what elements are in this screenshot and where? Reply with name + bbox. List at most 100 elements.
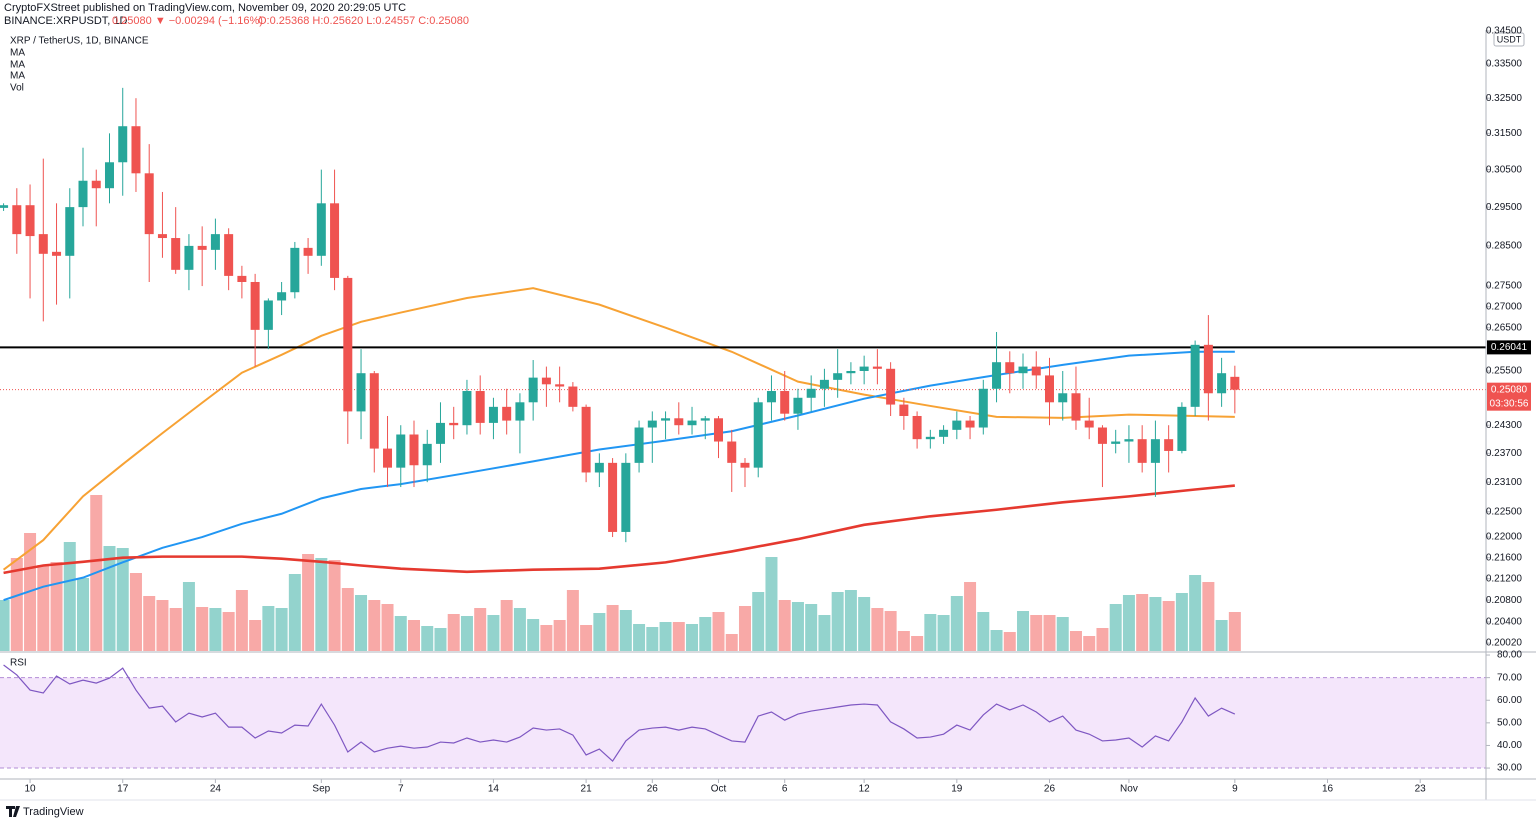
candle-body — [356, 373, 366, 412]
rsi-label: RSI — [10, 658, 27, 669]
volume-bar — [262, 606, 275, 651]
candle-body — [171, 238, 181, 270]
candle-body — [925, 436, 935, 440]
candle-body — [250, 281, 260, 330]
countdown: 03:30:56 — [1490, 398, 1529, 409]
x-tick-label: 21 — [581, 784, 593, 795]
candle-body — [104, 162, 114, 189]
x-tick-label: 14 — [488, 784, 500, 795]
volume-bar — [871, 608, 884, 651]
y-tick-label: 0.20800 — [1486, 595, 1523, 606]
y-tick-label: 0.34500 — [1486, 26, 1523, 37]
volume-bar — [182, 582, 195, 651]
volume-bar — [818, 615, 831, 651]
logo — [6, 806, 20, 817]
candle-body — [1097, 427, 1107, 444]
candle-body — [184, 245, 194, 270]
volume-bar — [937, 615, 950, 651]
y-tick-label: 0.25500 — [1486, 366, 1523, 377]
candle-body — [634, 427, 644, 463]
candle-body — [674, 418, 684, 426]
volume-bar — [421, 626, 434, 651]
volume-bar — [275, 608, 288, 651]
candle-body — [277, 292, 287, 301]
x-tick-label: 24 — [210, 784, 222, 795]
candle-body — [1124, 439, 1134, 442]
candle-body — [912, 415, 922, 440]
rsi-tick-label: 60.00 — [1497, 695, 1522, 706]
volume-layer — [0, 495, 1241, 651]
volume-bar — [805, 604, 818, 651]
candle-body — [25, 205, 35, 237]
rsi-layer — [0, 664, 1486, 769]
volume-bar — [897, 631, 910, 651]
volume-bar — [672, 622, 685, 651]
volume-bar — [222, 612, 235, 651]
volume-bar — [381, 604, 394, 651]
volume-bar — [143, 596, 156, 651]
volume-bar — [1096, 628, 1109, 651]
volume-bar — [778, 600, 791, 651]
candle-body — [806, 388, 816, 398]
volume-bar — [858, 597, 871, 651]
candle-body — [396, 434, 406, 468]
candle-body — [409, 434, 419, 466]
volume-bar — [0, 600, 10, 651]
volume-bar — [566, 590, 579, 651]
candle-body — [1190, 344, 1200, 407]
volume-bar — [844, 590, 857, 651]
candle-body — [608, 462, 618, 532]
candle-body — [872, 366, 882, 369]
volume-bar — [63, 542, 76, 651]
volume-bar — [606, 605, 619, 651]
y-tick-label: 0.24300 — [1486, 420, 1523, 431]
ma-line — [3, 484, 1235, 575]
volume-bar — [1109, 604, 1122, 651]
volume-bar — [580, 625, 593, 651]
candle-body — [38, 234, 48, 254]
candle-body — [819, 379, 829, 389]
candle-body — [1044, 375, 1054, 403]
volume-bar — [302, 554, 315, 651]
candle-body — [1177, 406, 1187, 451]
candle-body — [1137, 439, 1147, 463]
candle-body — [210, 234, 220, 250]
x-tick-label: Sep — [312, 784, 330, 795]
legend-entry: Vol — [10, 83, 24, 94]
candle-body — [740, 462, 750, 468]
candle-body — [687, 420, 697, 426]
volume-bar — [712, 612, 725, 651]
volume-bar — [791, 602, 804, 651]
axes-layer — [0, 30, 1536, 801]
publisher: CryptoFXStreet published on TradingView.… — [4, 2, 406, 14]
candle-body — [793, 397, 803, 414]
rsi-tick-label: 80.00 — [1497, 650, 1522, 661]
candle-body — [753, 402, 763, 468]
volume-bar — [235, 590, 248, 651]
volume-bar — [460, 616, 473, 651]
volume-bar — [116, 548, 129, 651]
candle-body — [303, 247, 313, 256]
candle-body — [766, 391, 776, 403]
candle-body — [224, 234, 234, 276]
candle-body — [65, 207, 75, 256]
volume-bar — [156, 600, 169, 651]
y-tick-label: 0.32500 — [1486, 93, 1523, 104]
volume-bar — [686, 624, 699, 651]
chart-title: XRP / TetherUS, 1D, BINANCE — [10, 36, 149, 47]
ohlc-line: O:0.25368 H:0.25620 L:0.24557 C:0.25080 — [258, 15, 469, 27]
rsi-band — [0, 677, 1486, 769]
volume-bar — [911, 636, 924, 651]
candle-body — [1111, 441, 1121, 444]
candle-body — [488, 406, 498, 423]
candle-body — [383, 448, 393, 468]
volume-bar — [924, 614, 937, 651]
candle-body — [833, 373, 843, 380]
volume-bar — [513, 608, 526, 651]
x-tick-label: 23 — [1415, 784, 1427, 795]
x-tick-label: 19 — [951, 784, 963, 795]
price-label: 0.26041 — [1491, 342, 1528, 353]
footer-brand: TradingView — [23, 806, 84, 818]
y-tick-label: 0.27500 — [1486, 281, 1523, 292]
